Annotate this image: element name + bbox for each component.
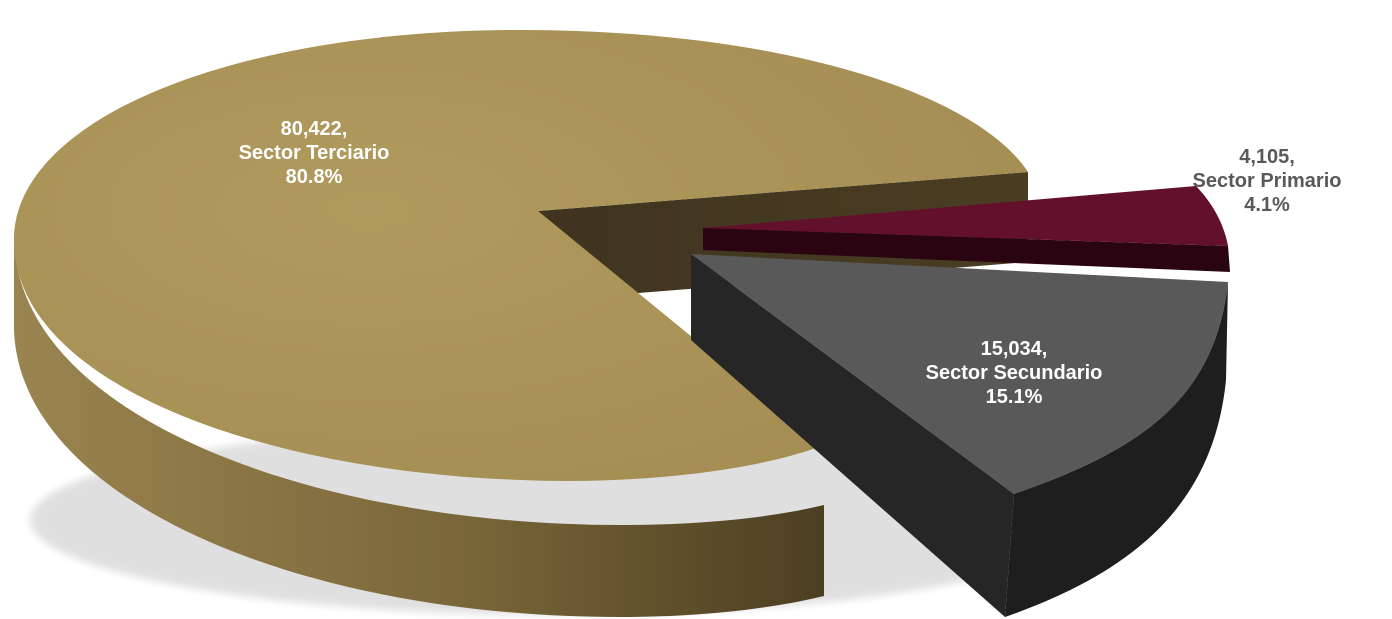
data-label-terciario: 80,422, Sector Terciario 80.8% [239,117,390,189]
slice-terciario-side [14,240,824,617]
data-label-secundario: 15,034, Sector Secundario 15.1% [926,337,1103,409]
data-label-terciario-percent: 80.8% [285,166,343,188]
data-label-terciario-name: Sector Terciario [238,142,390,164]
data-label-secundario-value: 15,034, [980,338,1048,360]
data-label-primario-name: Sector Primario [1192,170,1342,192]
data-label-secundario-percent: 15.1% [985,386,1043,408]
slice-secundario-left-face [691,254,1014,617]
slice-secundario-side [1005,282,1228,617]
data-label-primario: 4,105, Sector Primario 4.1% [1193,145,1342,217]
data-label-terciario-value: 80,422, [280,118,348,140]
data-label-primario-percent: 4.1% [1244,194,1290,216]
slice-secundario-top [691,254,1228,494]
data-label-secundario-name: Sector Secundario [925,362,1103,384]
data-label-primario-value: 4,105, [1239,146,1295,168]
slice-terciario-top [14,30,1028,481]
slice-primario-top [703,186,1228,246]
slice-primario-side [703,228,1230,272]
slice-secundario [691,254,1228,617]
slice-primario [703,186,1230,272]
